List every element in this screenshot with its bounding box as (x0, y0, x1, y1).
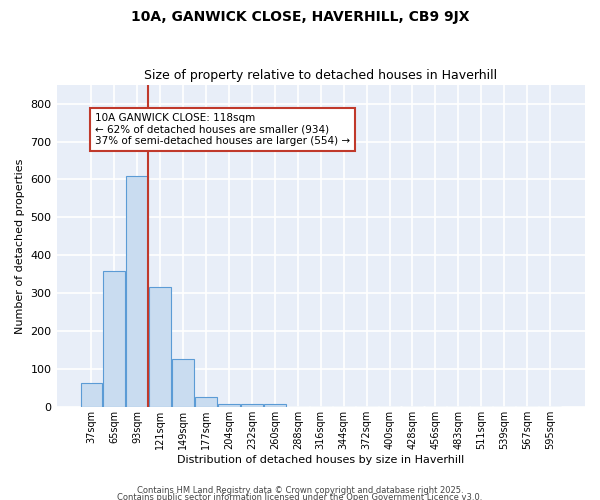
Bar (241, 404, 263, 407)
Text: Contains HM Land Registry data © Crown copyright and database right 2025.: Contains HM Land Registry data © Crown c… (137, 486, 463, 495)
X-axis label: Distribution of detached houses by size in Haverhill: Distribution of detached houses by size … (177, 455, 464, 465)
Bar (218, 404, 240, 407)
Bar (172, 358, 194, 408)
Bar (103, 270, 125, 407)
Text: 10A, GANWICK CLOSE, HAVERHILL, CB9 9JX: 10A, GANWICK CLOSE, HAVERHILL, CB9 9JX (131, 10, 469, 24)
Text: 10A GANWICK CLOSE: 118sqm
← 62% of detached houses are smaller (934)
37% of semi: 10A GANWICK CLOSE: 118sqm ← 62% of detac… (95, 113, 350, 146)
Bar (264, 404, 286, 407)
Bar (149, 288, 171, 408)
Bar (80, 382, 103, 407)
Y-axis label: Number of detached properties: Number of detached properties (15, 158, 25, 334)
Title: Size of property relative to detached houses in Haverhill: Size of property relative to detached ho… (144, 69, 497, 82)
Bar (127, 176, 148, 408)
Bar (195, 397, 217, 407)
Text: Contains public sector information licensed under the Open Government Licence v3: Contains public sector information licen… (118, 494, 482, 500)
